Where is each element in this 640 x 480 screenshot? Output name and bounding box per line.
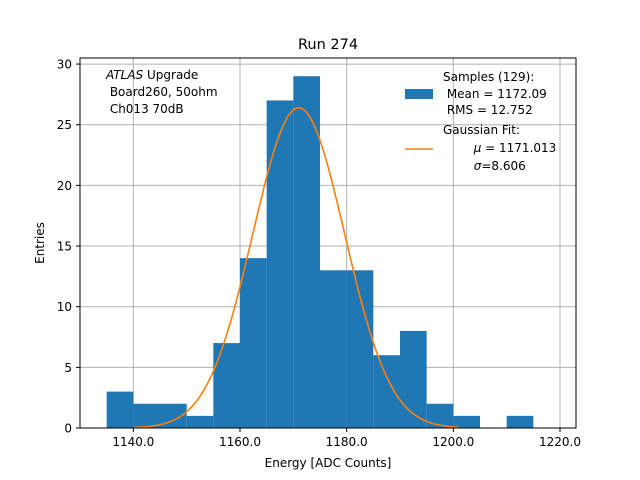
histogram-bar xyxy=(373,355,400,428)
legend: Samples (129): Mean = 1172.09 RMS = 12.7… xyxy=(405,70,575,173)
y-tick-label: 0 xyxy=(64,422,72,436)
histogram-bar xyxy=(106,391,134,428)
legend-fit-sigma-value: =8.606 xyxy=(481,159,525,173)
x-tick-label: 1220.0 xyxy=(539,435,581,449)
x-tick-label: 1200.0 xyxy=(432,435,474,449)
histogram-bar xyxy=(293,76,320,429)
y-tick-label: 15 xyxy=(57,240,72,254)
annotation-channel-line: Ch013 70dB xyxy=(106,102,184,116)
histogram-bar xyxy=(133,403,160,428)
svg-text:ATLAS Upgrade: ATLAS Upgrade xyxy=(105,68,198,82)
x-axis-label: Energy [ADC Counts] xyxy=(265,456,392,470)
legend-samples-label: Samples (129): xyxy=(443,70,534,84)
svg-text:μ = 1171.013: μ = 1171.013 xyxy=(443,141,575,155)
legend-samples-swatch xyxy=(405,89,433,99)
chart-title: Run 274 xyxy=(298,37,358,53)
histogram-bar xyxy=(186,415,214,428)
legend-samples-mean: Mean = 1172.09 xyxy=(443,87,547,101)
x-tick-label: 1180.0 xyxy=(326,435,368,449)
histogram-bar xyxy=(453,415,480,428)
legend-fit-mu-symbol: μ xyxy=(473,141,482,155)
annotation-upgrade-text: Upgrade xyxy=(143,68,198,82)
y-axis-ticks: 0 5 10 15 20 25 30 xyxy=(57,58,80,436)
histogram-bar xyxy=(506,415,534,428)
legend-fit-mu-value: = 1171.013 xyxy=(481,141,556,155)
y-tick-label: 25 xyxy=(57,118,72,132)
svg-text:σ=8.606: σ=8.606 xyxy=(443,159,545,173)
legend-samples-rms: RMS = 12.752 xyxy=(443,103,533,117)
plot-frame xyxy=(79,57,577,429)
x-tick-label: 1140.0 xyxy=(112,435,154,449)
histogram-bar xyxy=(426,403,454,428)
legend-fit-sigma-symbol: σ xyxy=(474,159,482,173)
legend-fit-label: Gaussian Fit: xyxy=(443,123,520,137)
histogram-bar xyxy=(213,343,240,428)
y-axis-label: Entries xyxy=(33,222,47,264)
histogram-bar xyxy=(266,100,294,428)
histogram-bar xyxy=(240,258,267,428)
x-tick-label: 1160.0 xyxy=(219,435,261,449)
histogram-bar xyxy=(320,270,347,428)
y-tick-label: 30 xyxy=(57,58,72,72)
y-tick-label: 10 xyxy=(57,300,72,314)
annotation-board-line: Board260, 50ohm xyxy=(106,85,218,99)
gaussian-fit-curve xyxy=(133,106,459,429)
y-tick-label: 20 xyxy=(57,179,72,193)
atlas-annotation: ATLAS Upgrade Board260, 50ohm Ch013 70dB xyxy=(105,68,218,116)
x-axis-ticks: 1140.0 1160.0 1180.0 1200.0 1220.0 xyxy=(112,428,581,449)
histogram-bar xyxy=(400,330,427,428)
y-tick-label: 5 xyxy=(64,361,72,375)
annotation-atlas-italic: ATLAS xyxy=(105,68,144,82)
